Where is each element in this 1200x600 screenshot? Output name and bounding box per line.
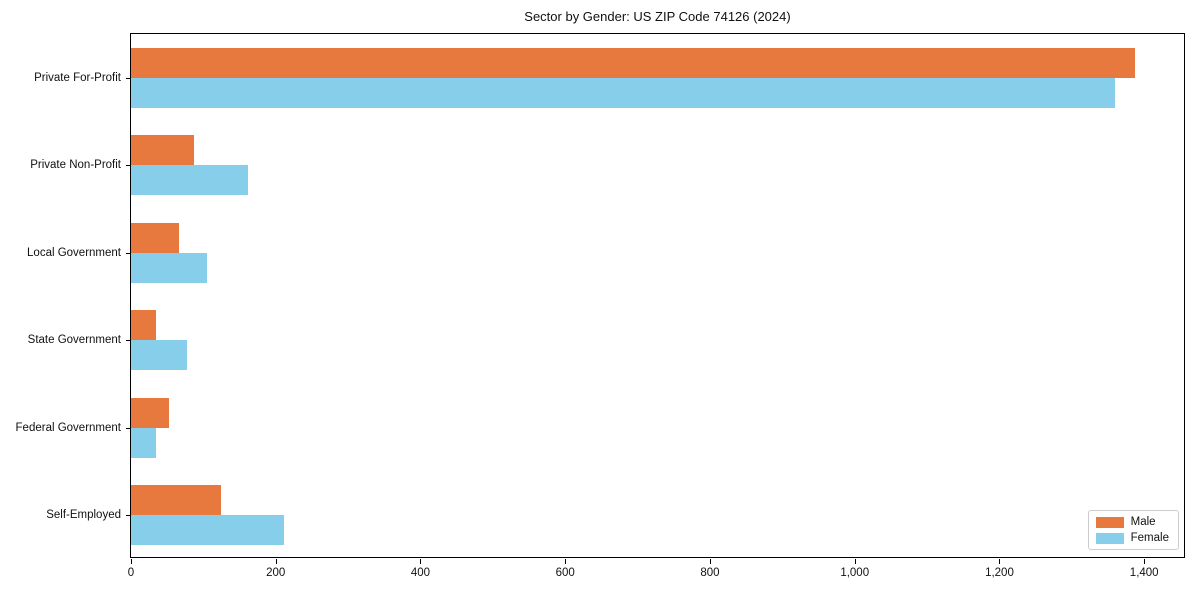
y-tick-mark [126, 252, 131, 254]
y-axis-label: Federal Government [15, 421, 121, 434]
bar-male-1 [131, 135, 194, 166]
x-tick-label: 1,200 [985, 567, 1014, 579]
legend-label: Male [1130, 516, 1156, 528]
y-tick-mark [126, 427, 131, 429]
chart-title: Sector by Gender: US ZIP Code 74126 (202… [524, 9, 791, 24]
x-tick-label: 400 [410, 567, 431, 579]
bar-female-2 [131, 252, 207, 283]
y-axis-label: Private Non-Profit [30, 159, 121, 172]
plot-area: Male Female Private For-Profit Private Non… [16, 33, 1185, 579]
x-tick-mark [999, 559, 1001, 564]
x-tick-label: 600 [555, 567, 575, 579]
x-tick-mark [1144, 559, 1146, 564]
y-tick-mark [126, 515, 131, 517]
x-tick-label: 200 [266, 567, 286, 579]
x-tick-mark [565, 559, 567, 564]
bar-male-3 [131, 310, 157, 341]
category-row [131, 384, 1184, 472]
y-tick-mark [126, 165, 131, 167]
category-row [131, 209, 1184, 297]
bar-female-3 [131, 340, 187, 371]
x-tick-label: 0 [127, 567, 135, 579]
bar-female-4 [131, 427, 156, 458]
x-tick-label: 1,400 [1129, 567, 1159, 579]
legend-item-female: Female [1095, 532, 1169, 544]
x-tick-label: 1,000 [840, 567, 870, 579]
bar-male-5 [131, 485, 222, 516]
x-tick-mark [420, 559, 422, 564]
y-axis-label: Local Government [27, 246, 121, 259]
bar-female-1 [131, 165, 248, 196]
bar-male-2 [131, 222, 180, 253]
legend-swatch-male [1095, 516, 1124, 528]
y-tick-mark [126, 77, 131, 79]
legend-item-male: Male [1095, 516, 1169, 528]
y-axis-label: State Government [27, 334, 121, 347]
category-row [131, 34, 1184, 122]
legend-label: Female [1130, 532, 1169, 544]
y-axis-label: Self-Employed [46, 509, 121, 522]
x-tick-mark [131, 559, 132, 564]
y-tick-mark [126, 340, 131, 342]
bar-female-0 [131, 77, 1115, 108]
bar-female-5 [131, 515, 285, 546]
legend: Male Female [1087, 510, 1179, 550]
category-row [131, 297, 1184, 385]
x-tick-label: 800 [700, 567, 720, 579]
x-tick-mark [709, 559, 711, 564]
x-tick-mark [854, 559, 856, 564]
y-axis-label: Private For-Profit [34, 71, 121, 84]
legend-swatch-female [1095, 532, 1124, 544]
bar-male-0 [131, 47, 1135, 78]
category-row [131, 122, 1184, 210]
x-tick-mark [275, 559, 277, 564]
bar-male-4 [131, 397, 169, 428]
category-row [131, 472, 1184, 560]
